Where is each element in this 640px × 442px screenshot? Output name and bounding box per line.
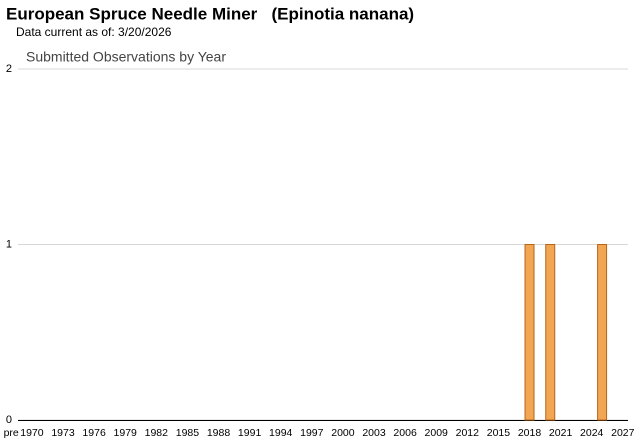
x-tick-label: pre [4,427,19,439]
x-tick-label: 2024 [580,427,604,439]
x-tick-label: 2000 [331,427,355,439]
subtitle: Data current as of: 3/20/2026 [16,25,172,39]
x-tick-label: 1973 [51,427,75,439]
bar [545,244,556,421]
bar [524,244,535,421]
y-tick-label: 1 [6,238,12,250]
x-tick-label: 1976 [82,427,106,439]
x-tick-label: 2021 [549,427,573,439]
y-tick-label: 0 [6,414,12,426]
x-tick-label: 2012 [456,427,480,439]
x-tick-label: 2009 [425,427,449,439]
x-tick-label: 1991 [238,427,262,439]
x-tick-label: 2003 [362,427,386,439]
x-tick-label: 1985 [176,427,200,439]
x-tick-label: 2006 [393,427,417,439]
x-tick-label: 1979 [114,427,138,439]
x-tick-label: 2027 [611,427,635,439]
x-tick-label: 2015 [487,427,511,439]
y-tick-label: 2 [6,63,12,75]
x-tick-label: 1970 [20,427,44,439]
chart-title: Submitted Observations by Year [26,49,226,65]
x-tick-label: 2018 [518,427,542,439]
x-tick-label: 1982 [145,427,169,439]
x-tick-label: 1994 [269,427,293,439]
x-tick-label: 1997 [300,427,324,439]
page-title: European Spruce Needle Miner (Epinotia n… [6,4,414,23]
bar [597,244,608,421]
x-tick-label: 1988 [207,427,231,439]
